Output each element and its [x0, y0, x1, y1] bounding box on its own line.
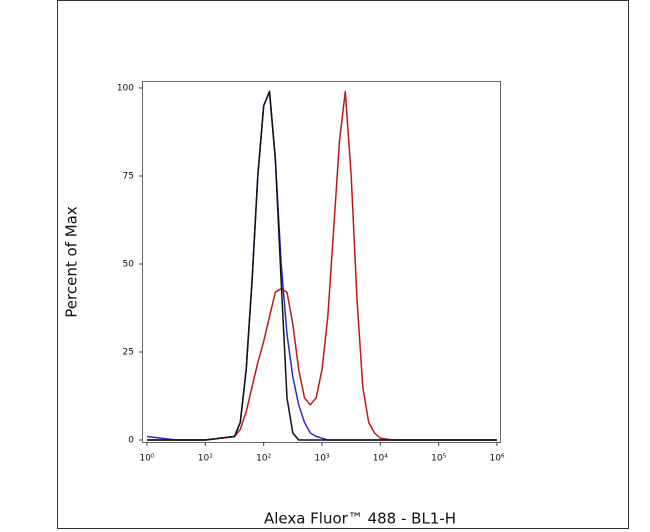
y-tick-label: 75 — [123, 172, 134, 182]
plot-frame — [142, 81, 501, 443]
x-tick-label: 10⁰ — [139, 454, 154, 464]
histogram-line — [147, 90, 497, 441]
outer-frame — [57, 0, 629, 529]
x-tick-label: 10⁵ — [431, 454, 446, 464]
y-tick-label: 50 — [123, 260, 135, 270]
x-tick-label: 10³ — [314, 454, 329, 464]
y-tick-label: 100 — [117, 84, 134, 94]
histogram-line — [147, 90, 497, 441]
x-axis-label: Alexa Fluor™ 488 - BL1-H — [264, 510, 456, 528]
y-tick-label: 0 — [128, 436, 134, 446]
x-tick-label: 10¹ — [198, 454, 213, 464]
histogram-line — [146, 90, 497, 441]
x-tick-label: 10⁶ — [489, 454, 504, 464]
x-tick-label: 10² — [256, 454, 271, 464]
x-tick-label: 10⁴ — [373, 454, 388, 464]
y-axis-label: Percent of Max — [63, 206, 81, 318]
y-tick-label: 25 — [123, 348, 134, 358]
